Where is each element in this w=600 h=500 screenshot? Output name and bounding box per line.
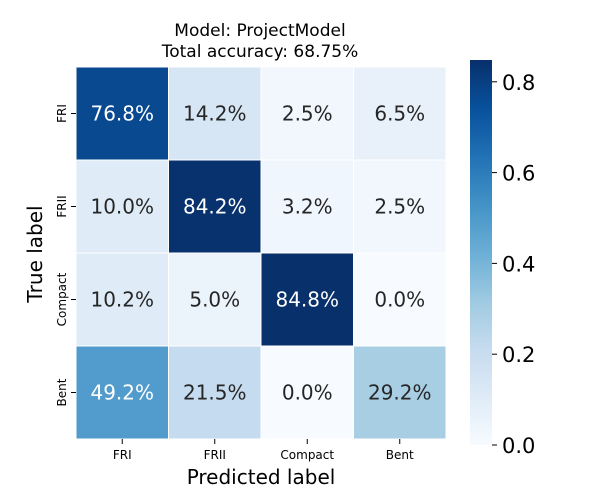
heatmap-cell [75, 345, 169, 440]
heatmap-cell-label: 10.0% [90, 195, 154, 219]
chart-title-line-2: Total accuracy: 68.75% [161, 42, 359, 62]
heatmap-cell [75, 66, 169, 161]
y-tick-label: FRI [55, 104, 69, 123]
heatmap-cell-label: 29.2% [368, 381, 432, 405]
colorbar-ticks: 0.0 0.2 0.4 0.6 0.8 [492, 71, 535, 458]
x-tick-label: Compact [280, 448, 334, 462]
y-axis-label: True label [23, 205, 47, 303]
colorbar [470, 60, 492, 445]
heatmap-cell-label: 14.2% [183, 102, 247, 126]
heatmap-cell-label: 76.8% [90, 102, 154, 126]
y-tick-label: FRII [55, 195, 69, 217]
heatmap-cell-label: 5.0% [189, 288, 240, 312]
y-tick-label: Bent [55, 378, 69, 406]
heatmap-cell-label: 2.5% [374, 195, 425, 219]
heatmap-cell [168, 252, 262, 347]
heatmap-cell-label: 0.0% [282, 381, 333, 405]
heatmap-cell-label: 6.5% [374, 102, 425, 126]
heatmap-cells [75, 66, 447, 440]
colorbar-tick-label: 0.2 [502, 343, 535, 367]
y-tick-label: Compact [55, 272, 69, 326]
heatmap-cell [168, 345, 262, 440]
x-axis-label: Predicted label [187, 465, 336, 489]
colorbar-tick-label: 0.4 [502, 252, 535, 276]
heatmap-cell-label: 84.2% [183, 195, 247, 219]
x-tick-label: FRI [113, 448, 132, 462]
heatmap-cell [260, 345, 354, 440]
heatmap-cell [168, 159, 262, 254]
y-axis-ticks: FRI FRII Compact Bent [55, 104, 76, 406]
heatmap-cell-label: 84.8% [275, 288, 339, 312]
x-axis-ticks: FRI FRII Compact Bent [113, 439, 414, 462]
heatmap-cell [353, 345, 447, 440]
colorbar-tick-label: 0.6 [502, 162, 535, 186]
heatmap-cell-labels: 76.8% 14.2% 2.5% 6.5% 10.0% 84.2% 3.2% 2.5% 10.2… [90, 102, 431, 405]
heatmap-cell [168, 66, 262, 161]
x-tick-label: FRII [204, 448, 226, 462]
x-tick-label: Bent [386, 448, 414, 462]
heatmap-cell [353, 252, 447, 347]
heatmap-cell [353, 159, 447, 254]
heatmap-cell-label: 3.2% [282, 195, 333, 219]
heatmap-cell-label: 2.5% [282, 102, 333, 126]
colorbar-tick-label: 0.8 [502, 71, 535, 95]
heatmap-cell-label: 49.2% [90, 381, 154, 405]
heatmap-cell-label: 0.0% [374, 288, 425, 312]
heatmap-cell-label: 10.2% [90, 288, 154, 312]
heatmap-cell-label: 21.5% [183, 381, 247, 405]
heatmap-cell [353, 66, 447, 161]
colorbar-tick-label: 0.0 [502, 434, 535, 458]
heatmap-cell [260, 66, 354, 161]
chart-title-line-1: Model: ProjectModel [174, 21, 345, 41]
heatmap-cell [75, 159, 169, 254]
